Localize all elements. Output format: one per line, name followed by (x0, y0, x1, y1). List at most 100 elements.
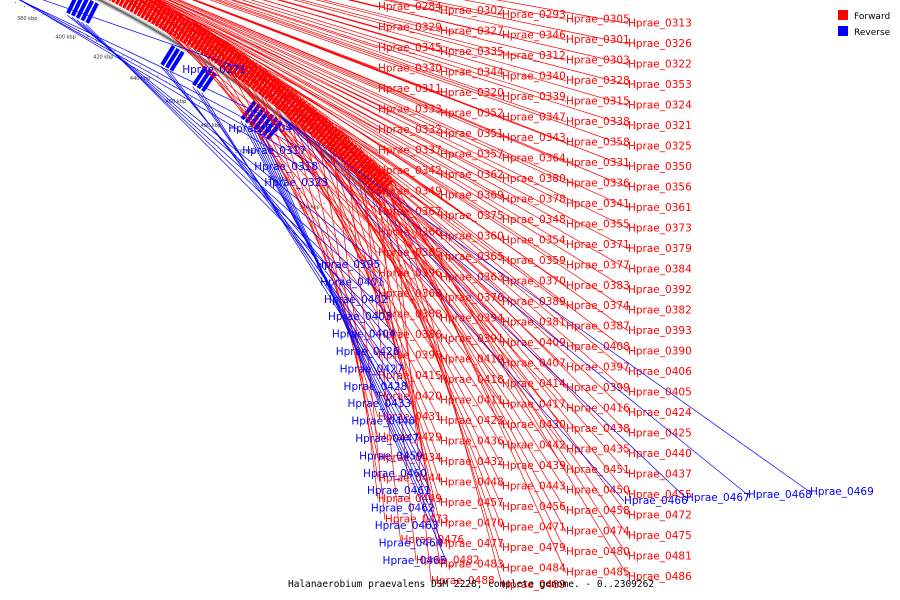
gene-label: Hprae_0384 (628, 263, 692, 275)
gene-label: Hprae_0424 (628, 407, 692, 419)
label-connector (257, 133, 439, 527)
gene-label: Hprae_0335 (440, 46, 504, 58)
label-connector (286, 120, 811, 493)
gene-label: Hprae_0446 (351, 416, 415, 428)
label-connector (249, 126, 432, 492)
gene-label: Hprae_0464 (379, 537, 443, 549)
label-connector (207, 29, 629, 352)
label-connector (315, 0, 441, 32)
label-connector (269, 72, 503, 426)
gene-label: Hprae_0344 (440, 67, 504, 79)
gene-label: Hprae_0311 (378, 83, 442, 95)
label-connector (171, 7, 629, 311)
label-connector (238, 50, 567, 389)
label-connector (196, 22, 441, 340)
label-connector (201, 92, 420, 440)
label-connector (328, 119, 379, 499)
label-connector (279, 79, 379, 438)
gene-label: Hprae_0418 (440, 374, 504, 386)
gene-label: Hprae_0448 (440, 477, 504, 489)
gene-label: Hprae_0385 (378, 247, 442, 259)
label-connector (167, 0, 567, 184)
gene-label: Hprae_0450 (566, 485, 630, 497)
label-connector (196, 89, 416, 422)
label-connector (214, 0, 567, 123)
label-connector (169, 0, 629, 209)
gene-label: Hprae_0377 (566, 259, 630, 271)
label-connector (245, 54, 379, 397)
gene-feature (266, 120, 283, 140)
gene-label: Hprae_0389 (502, 296, 566, 308)
gene-label: Hprae_0411 (440, 395, 504, 407)
gene-label: Hprae_0465 (383, 555, 447, 567)
legend-reverse-label: Reverse (854, 28, 891, 38)
gene-label: Hprae_0339 (502, 91, 566, 103)
label-connector (393, 178, 503, 586)
gene-label: Hprae_0381 (502, 317, 566, 329)
gene-label: Hprae_0315 (566, 95, 630, 107)
gene-label: Hprae_0330 (378, 62, 442, 74)
gene-label: Hprae_0455 (628, 489, 692, 501)
label-connector (240, 120, 424, 457)
label-connector (182, 13, 503, 323)
gene-label: Hprae_0301 (566, 34, 630, 46)
label-connector (232, 0, 629, 127)
gene-label: Hprae_0382 (628, 304, 692, 316)
gene-feature (249, 106, 266, 127)
gene-label: Hprae_0468 (748, 489, 812, 501)
gene-feature (108, 0, 111, 2)
gene-label: Hprae_0436 (440, 436, 504, 448)
gene-label: Hprae_0313 (628, 17, 692, 29)
gene-label: Hprae_0325 (628, 140, 692, 152)
label-connector (360, 146, 401, 540)
gene-label: Hprae_0467 (686, 492, 750, 504)
gene-label: Hprae_0459 (359, 450, 423, 462)
gene-label: Hprae_0393 (628, 325, 692, 337)
label-connector (153, 0, 567, 246)
label-connector (250, 0, 503, 78)
label-connector (350, 138, 503, 528)
label-connector (175, 0, 503, 139)
gene-label: Hprae_0471 (502, 522, 566, 534)
gene-label: Hprae_0432 (440, 456, 504, 468)
gene-label: Hprae_0479 (502, 542, 566, 554)
label-connector (147, 0, 441, 155)
label-connector (154, 0, 503, 180)
label-connector (214, 33, 441, 360)
label-connector (199, 24, 503, 344)
gene-label: Hprae_0350 (628, 161, 692, 173)
label-connector (210, 31, 379, 356)
gene-feature (165, 47, 180, 69)
label-connector (390, 175, 432, 581)
label-connector (162, 0, 629, 229)
gene-feature (169, 50, 185, 72)
label-connector (151, 0, 441, 278)
label-connector (224, 40, 629, 373)
label-connector (218, 0, 503, 98)
gene-label: Hprae_0383 (566, 280, 630, 292)
label-connector (18, 0, 293, 130)
gene-label: Hprae_0391 (440, 333, 504, 345)
gene-feature (71, 0, 83, 17)
label-connector (71, 17, 385, 283)
scale-label: 500 kbp (235, 149, 255, 155)
gene-feature (75, 0, 89, 19)
label-connector (192, 20, 379, 336)
label-connector (322, 0, 567, 61)
gene-feature (85, 2, 99, 24)
gene-label: Hprae_0361 (628, 202, 692, 214)
gene-label: Hprae_0320 (440, 87, 504, 99)
gene-label: Hprae_0405 (628, 386, 692, 398)
gene-feature (147, 2, 162, 23)
scale-label: 400 kbp (55, 34, 75, 40)
gene-feature (196, 68, 213, 90)
gene-label: Hprae_0406 (628, 366, 692, 378)
scale-label: 520 kbp (268, 176, 288, 182)
label-connector (349, 0, 629, 65)
gene-label: Hprae_0324 (628, 99, 692, 111)
gene-feature (80, 0, 94, 22)
label-connector (126, 0, 379, 192)
label-connector (132, 0, 379, 233)
label-connector (412, 0, 629, 45)
gene-label: Hprae_0338 (566, 116, 630, 128)
